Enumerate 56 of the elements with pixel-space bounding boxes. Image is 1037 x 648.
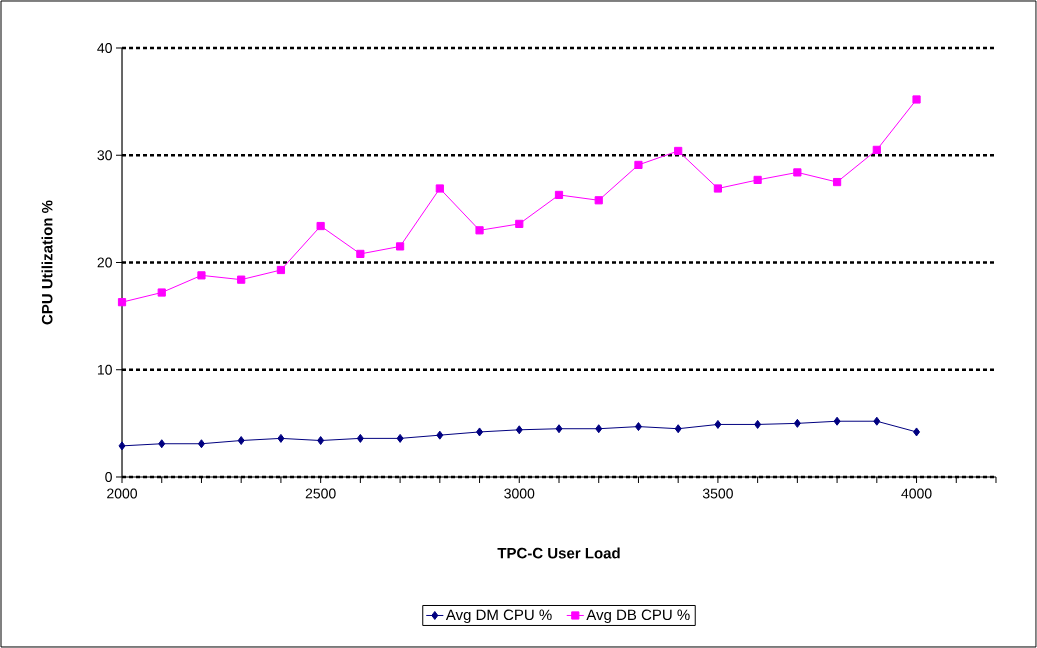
point — [515, 219, 524, 228]
x-tick-label: 3000 — [504, 488, 535, 499]
x-tick-label: 4000 — [901, 488, 932, 499]
legend-label: Avg DB CPU % — [586, 609, 690, 624]
x-tick-label: 2500 — [305, 488, 336, 499]
y-tick-label: 10 — [97, 364, 112, 375]
point — [356, 433, 364, 443]
point — [594, 196, 603, 205]
y-tick-label: 0 — [105, 472, 112, 482]
y-tick-label: 30 — [97, 150, 112, 161]
point — [515, 425, 523, 435]
point — [158, 439, 166, 449]
point — [793, 168, 802, 177]
point — [356, 249, 365, 259]
point — [197, 439, 205, 449]
x-axis-title: TPC-C User Load — [497, 547, 620, 559]
legend-label: Avg DM CPU % — [445, 609, 552, 624]
point — [435, 184, 444, 193]
point — [674, 146, 683, 156]
point — [197, 271, 206, 280]
point — [793, 418, 801, 428]
point — [913, 427, 921, 437]
y-tick-label: 20 — [97, 257, 112, 268]
point — [713, 184, 723, 193]
y-axis-title: CPU Utilization % — [41, 200, 53, 325]
point — [754, 419, 762, 429]
point — [634, 160, 643, 169]
point — [395, 242, 405, 251]
point — [912, 95, 921, 104]
point — [276, 265, 286, 275]
point — [674, 424, 682, 434]
point — [317, 436, 325, 446]
point — [833, 416, 841, 426]
x-tick-label: 3500 — [702, 488, 733, 499]
point — [475, 226, 484, 235]
point — [634, 422, 642, 432]
point — [714, 419, 722, 429]
point — [554, 190, 564, 200]
x-tick-label: 2000 — [107, 488, 138, 499]
point — [118, 441, 126, 451]
point — [117, 298, 127, 307]
point — [753, 175, 762, 185]
point — [396, 433, 404, 443]
point — [237, 436, 245, 446]
point — [872, 145, 881, 154]
point — [436, 430, 444, 440]
point — [277, 433, 285, 443]
point — [873, 416, 881, 426]
point — [595, 424, 603, 434]
point — [157, 288, 166, 297]
point — [832, 177, 842, 187]
point — [316, 221, 325, 231]
point — [555, 424, 563, 434]
point — [237, 275, 246, 284]
point — [476, 427, 484, 437]
y-tick-label: 40 — [97, 43, 112, 53]
